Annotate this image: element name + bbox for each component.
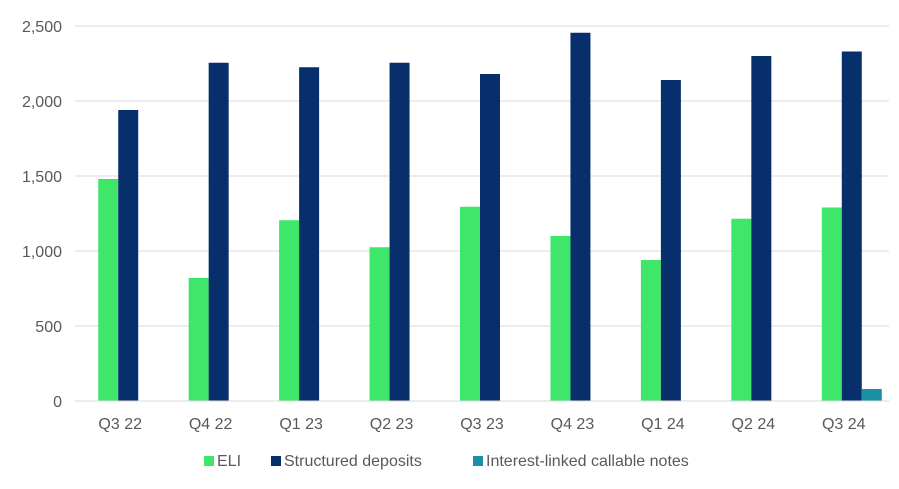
bar-structured-deposits [570,32,591,401]
y-axis: 0 500 1,000 1,500 2,000 2,500 [22,19,62,411]
bar-structured-deposits [480,74,500,401]
bar-eli [460,206,480,401]
x-tick-label: Q3 22 [98,416,142,433]
bar-structured-deposits [841,51,862,401]
legend: ELI Structured deposits Interest-linked ca… [204,453,689,470]
bar-eli [279,220,300,401]
bar-eli [550,236,571,401]
bar-structured-deposits [299,67,320,401]
y-tick-label: 1,000 [22,244,62,261]
bar-interest-linked-callable-notes [861,389,882,401]
x-tick-label: Q4 23 [551,416,595,433]
bar-eli [98,179,119,401]
bar-structured-deposits [660,80,681,401]
bar-structured-deposits [118,110,139,401]
x-tick-label: Q1 24 [641,416,685,433]
y-tick-label: 2,000 [22,94,62,111]
x-tick-label: Q3 24 [822,416,866,433]
legend-label: ELI [217,453,241,470]
bar-eli [731,218,752,401]
x-tick-label: Q3 23 [460,416,504,433]
x-tick-label: Q2 24 [732,416,776,433]
bar-eli [369,247,390,401]
y-tick-label: 500 [35,319,62,336]
x-tick-label: Q1 23 [279,416,323,433]
legend-label: Structured deposits [284,453,422,470]
bar-structured-deposits [389,62,410,401]
y-tick-label: 1,500 [22,169,62,186]
x-axis: Q3 22 Q4 22 Q1 23 Q2 23 Q3 23 Q4 23 Q1 24 Q2 24… [75,400,889,433]
bars [98,32,882,401]
bar-eli [821,207,842,401]
x-tick-label: Q2 23 [370,416,414,433]
legend-swatch [204,456,214,466]
legend-label: Interest-linked callable notes [486,453,689,470]
bar-eli [640,260,661,401]
y-tick-label: 0 [53,394,62,411]
bar-structured-deposits [751,56,772,401]
legend-swatch [473,456,483,466]
bar-structured-deposits [208,62,229,401]
x-tick-label: Q4 22 [189,416,233,433]
y-tick-label: 2,500 [22,19,62,36]
bar-eli [188,278,209,401]
legend-swatch [271,456,281,466]
